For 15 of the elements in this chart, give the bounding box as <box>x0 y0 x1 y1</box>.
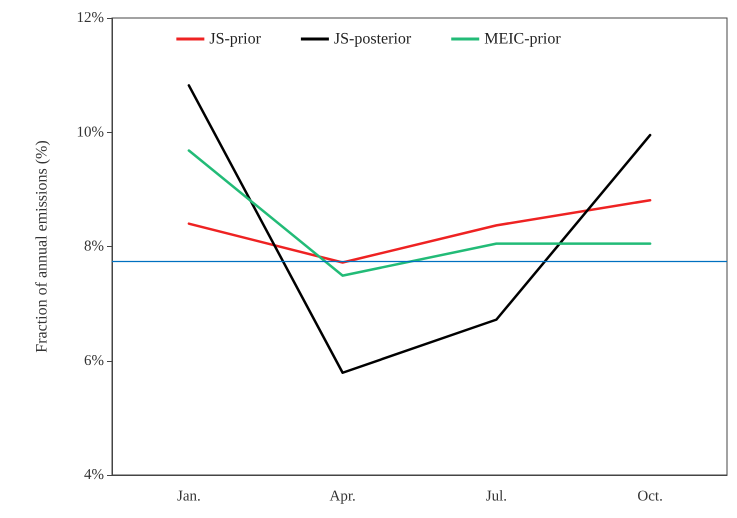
line-series <box>188 198 652 264</box>
y-tick-label: 6% <box>84 352 104 369</box>
x-tick-label: Jul. <box>486 488 508 504</box>
x-tick-label: Oct. <box>637 488 663 504</box>
legend-label: JS-posterior <box>334 30 412 48</box>
y-tick-label: 8% <box>84 238 104 254</box>
legend-label: JS-prior <box>209 30 262 48</box>
y-tick-label: 4% <box>84 467 104 483</box>
line-series <box>188 84 652 374</box>
x-tick-label: Apr. <box>330 488 356 504</box>
y-tick-label: 12% <box>76 10 104 26</box>
legend-label: MEIC-prior <box>484 30 562 48</box>
y-axis-title: Fraction of annual emissions (%) <box>34 140 50 353</box>
y-tick-label: 10% <box>76 124 104 140</box>
x-tick-label: Jan. <box>177 488 201 504</box>
